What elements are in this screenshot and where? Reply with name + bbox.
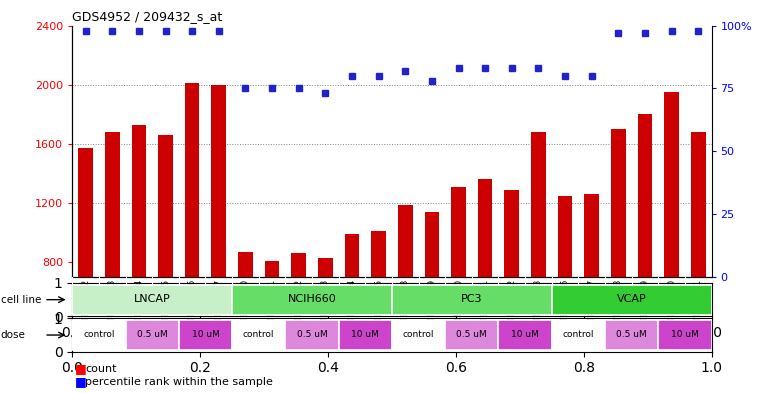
Text: GSM1359779: GSM1359779 bbox=[428, 279, 436, 335]
Bar bbox=[445, 320, 498, 350]
Text: 10 uM: 10 uM bbox=[352, 330, 379, 339]
Bar bbox=[691, 132, 705, 277]
Text: 0.5 uM: 0.5 uM bbox=[297, 330, 327, 339]
Text: GSM1359772: GSM1359772 bbox=[81, 279, 90, 335]
Text: cell line: cell line bbox=[1, 295, 41, 305]
Text: GSM1359760: GSM1359760 bbox=[241, 279, 250, 335]
Bar bbox=[132, 125, 146, 277]
Bar bbox=[126, 320, 179, 350]
Text: GSM1359780: GSM1359780 bbox=[454, 279, 463, 335]
Text: 10 uM: 10 uM bbox=[511, 330, 539, 339]
Bar bbox=[584, 194, 599, 277]
Text: GSM1359761: GSM1359761 bbox=[268, 279, 276, 335]
Bar bbox=[72, 285, 232, 315]
Bar bbox=[185, 83, 199, 277]
Text: GSM1359781: GSM1359781 bbox=[481, 279, 489, 335]
Bar bbox=[498, 320, 552, 350]
Bar bbox=[398, 205, 412, 277]
Text: GSM1359765: GSM1359765 bbox=[374, 279, 383, 335]
Bar bbox=[285, 320, 339, 350]
Text: ■: ■ bbox=[75, 375, 86, 389]
Bar bbox=[505, 190, 519, 277]
Text: control: control bbox=[83, 330, 115, 339]
Text: GSM1359767: GSM1359767 bbox=[587, 279, 596, 335]
Text: GSM1359769: GSM1359769 bbox=[641, 279, 649, 335]
Bar bbox=[531, 132, 546, 277]
Text: 0.5 uM: 0.5 uM bbox=[457, 330, 487, 339]
Text: control: control bbox=[243, 330, 275, 339]
Text: 10 uM: 10 uM bbox=[192, 330, 219, 339]
Text: GSM1359770: GSM1359770 bbox=[667, 279, 676, 335]
Bar bbox=[611, 129, 626, 277]
Bar bbox=[392, 320, 445, 350]
Text: GSM1359763: GSM1359763 bbox=[321, 279, 330, 335]
Text: GSM1359783: GSM1359783 bbox=[534, 279, 543, 335]
Bar bbox=[371, 231, 386, 277]
Bar bbox=[232, 320, 285, 350]
Text: GSM1359764: GSM1359764 bbox=[348, 279, 356, 335]
Bar bbox=[478, 180, 492, 277]
Bar bbox=[552, 320, 605, 350]
Text: GSM1359777: GSM1359777 bbox=[215, 279, 223, 335]
Bar bbox=[78, 148, 93, 277]
Bar bbox=[232, 285, 392, 315]
Bar bbox=[664, 92, 679, 277]
Text: GSM1359774: GSM1359774 bbox=[135, 279, 143, 335]
Text: control: control bbox=[403, 330, 435, 339]
Bar bbox=[238, 252, 253, 277]
Text: GSM1359771: GSM1359771 bbox=[694, 279, 702, 335]
Text: VCAP: VCAP bbox=[616, 294, 647, 304]
Text: percentile rank within the sample: percentile rank within the sample bbox=[85, 377, 273, 387]
Bar bbox=[105, 132, 119, 277]
Bar bbox=[658, 320, 712, 350]
Bar bbox=[345, 234, 359, 277]
Bar bbox=[558, 196, 572, 277]
Text: GSM1359775: GSM1359775 bbox=[161, 279, 170, 335]
Bar bbox=[552, 285, 712, 315]
Text: GSM1359778: GSM1359778 bbox=[401, 279, 409, 335]
Bar bbox=[605, 320, 658, 350]
Text: GSM1359762: GSM1359762 bbox=[295, 279, 303, 335]
Bar bbox=[158, 135, 173, 277]
Text: GSM1359773: GSM1359773 bbox=[108, 279, 116, 335]
Text: GSM1359768: GSM1359768 bbox=[614, 279, 622, 335]
Text: NCIH660: NCIH660 bbox=[288, 294, 336, 304]
Text: GSM1359782: GSM1359782 bbox=[508, 279, 516, 335]
Bar bbox=[72, 320, 126, 350]
Bar bbox=[212, 85, 226, 277]
Bar bbox=[318, 258, 333, 277]
Text: 10 uM: 10 uM bbox=[671, 330, 699, 339]
Text: 0.5 uM: 0.5 uM bbox=[616, 330, 647, 339]
Bar bbox=[291, 253, 306, 277]
Text: GDS4952 / 209432_s_at: GDS4952 / 209432_s_at bbox=[72, 10, 222, 23]
Bar bbox=[451, 187, 466, 277]
Text: dose: dose bbox=[1, 330, 26, 340]
Bar bbox=[638, 114, 652, 277]
Bar bbox=[339, 320, 392, 350]
Text: ■: ■ bbox=[75, 362, 86, 375]
Bar bbox=[392, 285, 552, 315]
Bar bbox=[425, 212, 439, 277]
Bar bbox=[179, 320, 232, 350]
Text: PC3: PC3 bbox=[461, 294, 482, 304]
Text: LNCAP: LNCAP bbox=[134, 294, 170, 304]
Text: count: count bbox=[85, 364, 116, 374]
Text: GSM1359766: GSM1359766 bbox=[561, 279, 569, 335]
Text: GSM1359776: GSM1359776 bbox=[188, 279, 196, 335]
Bar bbox=[265, 261, 279, 277]
Text: 0.5 uM: 0.5 uM bbox=[137, 330, 167, 339]
Text: control: control bbox=[562, 330, 594, 339]
